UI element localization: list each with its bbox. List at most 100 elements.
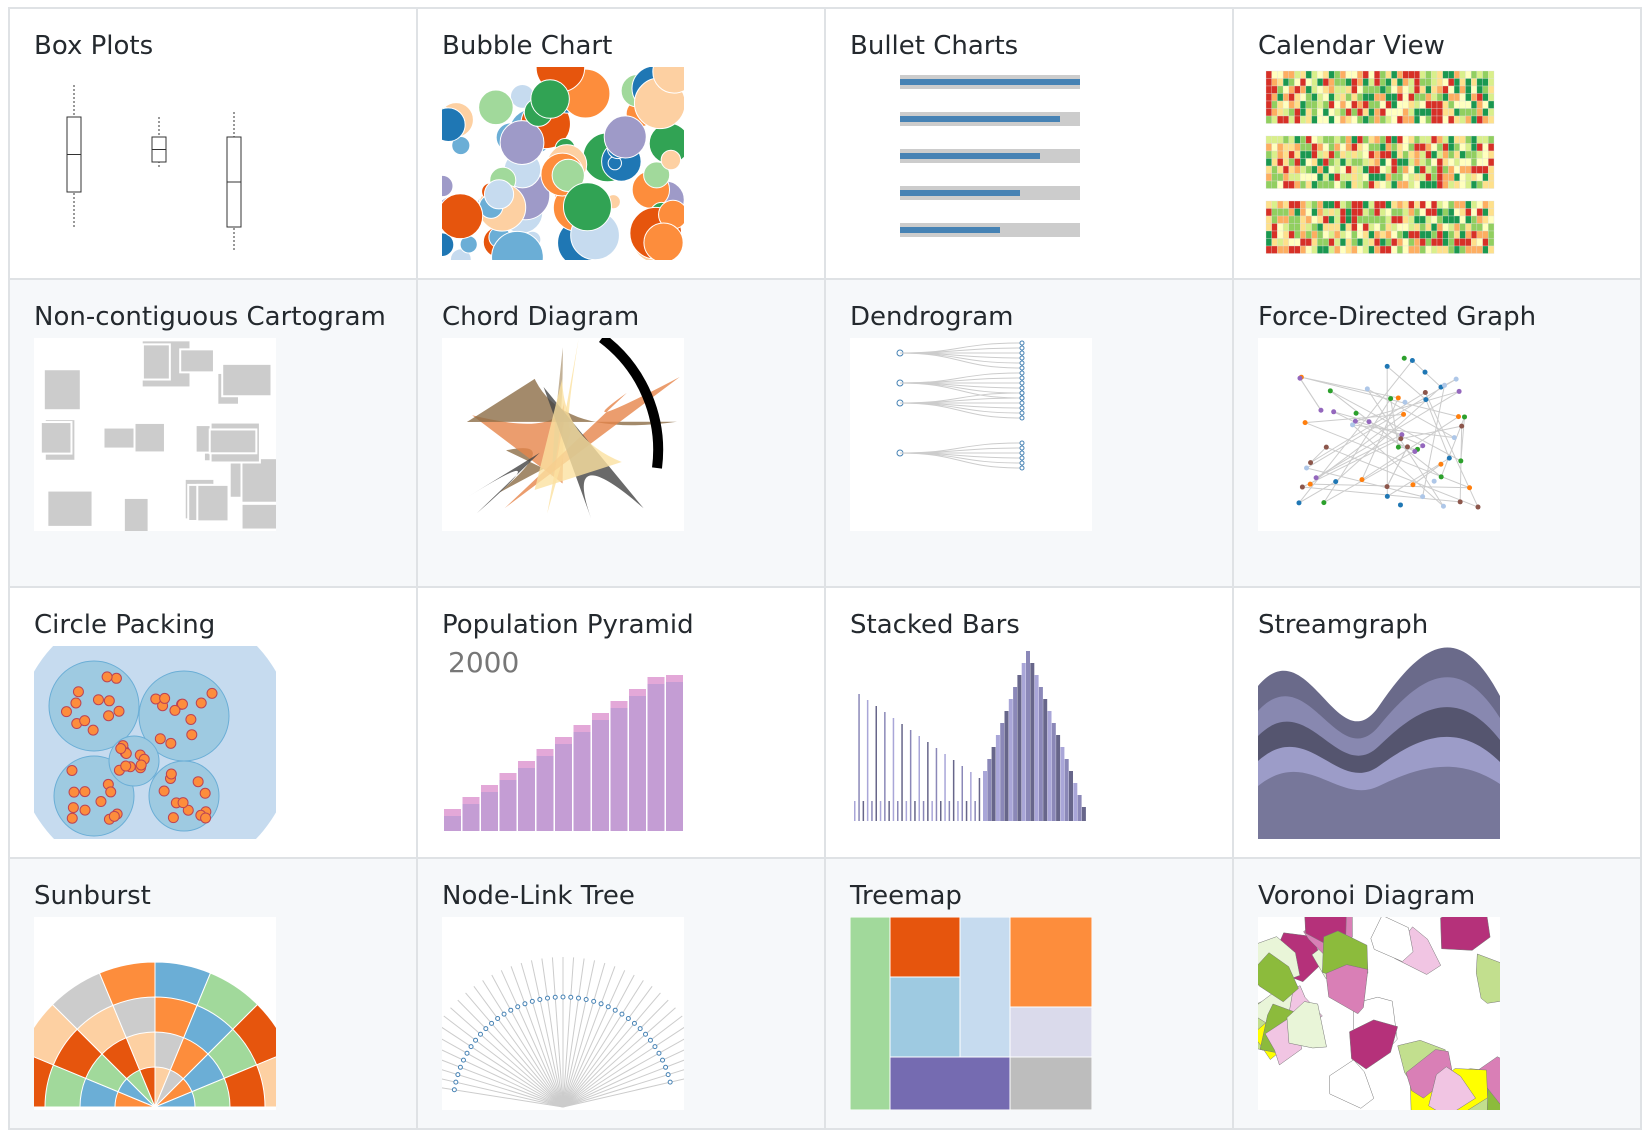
- example-title-link[interactable]: Box Plots: [34, 25, 392, 67]
- example-title-link[interactable]: Dendrogram: [850, 296, 1208, 338]
- example-thumbnail-pack[interactable]: [34, 646, 276, 839]
- example-thumbnail-voronoi[interactable]: [1258, 917, 1500, 1110]
- example-thumbnail-bullet[interactable]: [850, 67, 1092, 260]
- pyramid-mark: [500, 780, 517, 831]
- calendar-mark: [1488, 94, 1494, 102]
- calendar-mark: [1352, 86, 1358, 94]
- force-mark: [1333, 479, 1338, 484]
- pyramid-mark: [592, 713, 609, 720]
- calendar-mark: [1369, 101, 1375, 109]
- calendar-mark: [1403, 86, 1409, 94]
- calendar-mark: [1283, 101, 1289, 109]
- force-mark: [1297, 376, 1302, 381]
- calendar-mark: [1346, 151, 1352, 159]
- stacked-thumbnail-image: [850, 646, 1092, 839]
- chord-thumbnail-image: [442, 338, 684, 531]
- calendar-mark: [1340, 231, 1346, 239]
- calendar-mark: [1426, 109, 1432, 117]
- calendar-mark: [1414, 201, 1420, 209]
- calendar-mark: [1488, 159, 1494, 167]
- example-title-link[interactable]: Bullet Charts: [850, 25, 1208, 67]
- calendar-mark: [1386, 109, 1392, 117]
- example-title-link[interactable]: Node-Link Tree: [442, 875, 800, 917]
- example-title-link[interactable]: Chord Diagram: [442, 296, 800, 338]
- example-thumbnail-box[interactable]: [34, 67, 276, 260]
- chord-mark: [469, 453, 540, 513]
- calendar-mark: [1483, 181, 1489, 189]
- calendar-mark: [1386, 201, 1392, 209]
- calendar-mark: [1380, 209, 1386, 217]
- example-thumbnail-bubble[interactable]: [442, 67, 684, 260]
- example-title-link[interactable]: Bubble Chart: [442, 25, 800, 67]
- example-title-link[interactable]: Calendar View: [1258, 25, 1616, 67]
- calendar-mark: [1477, 86, 1483, 94]
- example-thumbnail-sunburst[interactable]: [34, 917, 276, 1110]
- calendar-mark: [1312, 239, 1318, 247]
- force-mark: [1426, 400, 1449, 459]
- force-mark: [1385, 364, 1390, 369]
- stacked-mark: [983, 771, 987, 821]
- calendar-mark: [1340, 216, 1346, 224]
- calendar-mark: [1471, 231, 1477, 239]
- example-thumbnail-pyramid[interactable]: 2000: [442, 646, 684, 839]
- calendar-mark: [1426, 224, 1432, 232]
- calendar-mark: [1426, 239, 1432, 247]
- calendar-mark: [1357, 71, 1363, 79]
- calendar-mark: [1272, 166, 1278, 174]
- cartogram-mark: [197, 485, 228, 521]
- example-title-link[interactable]: Non-contiguous Cartogram: [34, 296, 392, 338]
- example-thumbnail-tree[interactable]: [442, 917, 684, 1110]
- calendar-mark: [1391, 151, 1397, 159]
- example-title-link[interactable]: Treemap: [850, 875, 1208, 917]
- example-thumbnail-dendrogram[interactable]: [850, 338, 1092, 531]
- calendar-mark: [1277, 101, 1283, 109]
- calendar-mark: [1380, 231, 1386, 239]
- example-thumbnail-calendar[interactable]: [1258, 67, 1500, 260]
- example-thumbnail-cartogram[interactable]: [34, 338, 276, 531]
- example-title-link[interactable]: Sunburst: [34, 875, 392, 917]
- example-thumbnail-force[interactable]: [1258, 338, 1500, 531]
- calendar-mark: [1471, 116, 1477, 124]
- calendar-mark: [1312, 201, 1318, 209]
- stacked-mark: [1056, 735, 1060, 821]
- calendar-mark: [1488, 166, 1494, 174]
- tree-mark: [664, 1065, 668, 1069]
- pyramid-mark: [481, 792, 498, 831]
- example-thumbnail-stacked[interactable]: [850, 646, 1092, 839]
- calendar-mark: [1466, 101, 1472, 109]
- calendar-mark: [1420, 239, 1426, 247]
- calendar-mark: [1431, 109, 1437, 117]
- calendar-mark: [1420, 79, 1426, 87]
- calendar-mark: [1295, 209, 1301, 217]
- example-title-link[interactable]: Force-Directed Graph: [1258, 296, 1616, 338]
- example-title-link[interactable]: Voronoi Diagram: [1258, 875, 1616, 917]
- example-title-link[interactable]: Circle Packing: [34, 604, 392, 646]
- calendar-mark: [1420, 209, 1426, 217]
- example-thumbnail-chord[interactable]: [442, 338, 684, 531]
- example-title-link[interactable]: Stacked Bars: [850, 604, 1208, 646]
- calendar-mark: [1454, 209, 1460, 217]
- dendrogram-mark: [1020, 411, 1024, 415]
- calendar-mark: [1403, 159, 1409, 167]
- calendar-mark: [1266, 224, 1272, 232]
- calendar-mark: [1374, 101, 1380, 109]
- calendar-mark: [1266, 201, 1272, 209]
- stacked-mark: [1013, 687, 1017, 821]
- calendar-mark: [1289, 231, 1295, 239]
- pyramid-mark: [518, 768, 535, 831]
- example-thumbnail-stream[interactable]: [1258, 646, 1500, 839]
- tree-mark: [668, 1080, 672, 1084]
- example-thumbnail-treemap[interactable]: [850, 917, 1092, 1110]
- calendar-mark: [1443, 71, 1449, 79]
- dendrogram-mark: [1020, 366, 1024, 370]
- example-title-link[interactable]: Streamgraph: [1258, 604, 1616, 646]
- calendar-mark: [1409, 116, 1415, 124]
- calendar-mark: [1357, 79, 1363, 87]
- calendar-mark: [1329, 151, 1335, 159]
- example-title-link[interactable]: Population Pyramid: [442, 604, 800, 646]
- calendar-mark: [1272, 174, 1278, 182]
- calendar-mark: [1483, 86, 1489, 94]
- calendar-mark: [1374, 86, 1380, 94]
- calendar-mark: [1329, 231, 1335, 239]
- stacked-mark: [940, 801, 942, 821]
